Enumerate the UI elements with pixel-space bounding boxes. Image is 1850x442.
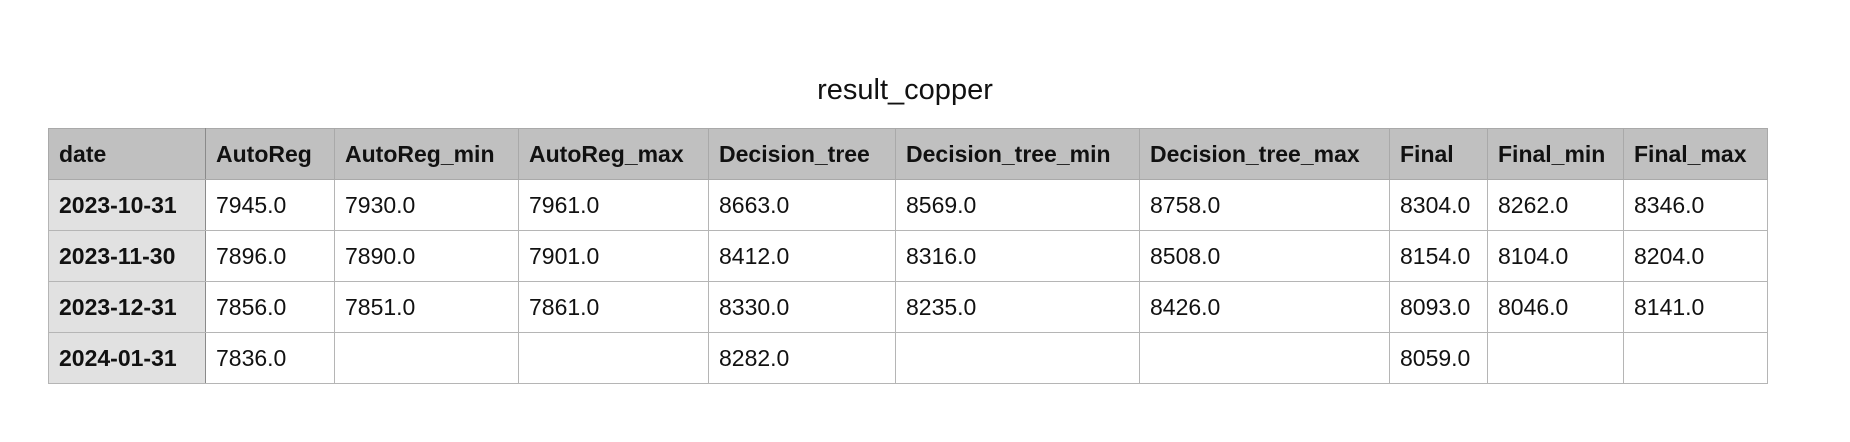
row-date: 2023-12-31 — [48, 281, 206, 333]
table-cell: 8316.0 — [895, 230, 1140, 282]
table-cell: 8141.0 — [1623, 281, 1768, 333]
table-cell: 8059.0 — [1389, 332, 1488, 384]
table-cell: 7851.0 — [334, 281, 519, 333]
column-header-autoreg: AutoReg — [205, 128, 335, 180]
table-cell: 8663.0 — [708, 179, 896, 231]
table-cell: 8262.0 — [1487, 179, 1624, 231]
column-header-decision-tree-max: Decision_tree_max — [1139, 128, 1390, 180]
row-date: 2024-01-31 — [48, 332, 206, 384]
table-cell: 7861.0 — [518, 281, 709, 333]
table-cell: 8304.0 — [1389, 179, 1488, 231]
row-date: 2023-11-30 — [48, 230, 206, 282]
column-header-decision-tree: Decision_tree — [708, 128, 896, 180]
table-cell — [895, 332, 1140, 384]
table-row: 2023-12-31 7856.0 7851.0 7861.0 8330.0 8… — [48, 281, 1768, 333]
table-cell: 8569.0 — [895, 179, 1140, 231]
table-cell — [518, 332, 709, 384]
column-header-autoreg-max: AutoReg_max — [518, 128, 709, 180]
table-cell: 8346.0 — [1623, 179, 1768, 231]
table-cell: 7856.0 — [205, 281, 335, 333]
header-row: date AutoReg AutoReg_min AutoReg_max Dec… — [48, 128, 1768, 180]
column-header-date: date — [48, 128, 206, 180]
table-cell — [334, 332, 519, 384]
table-cell: 8204.0 — [1623, 230, 1768, 282]
table-row: 2023-11-30 7896.0 7890.0 7901.0 8412.0 8… — [48, 230, 1768, 282]
table-cell: 7896.0 — [205, 230, 335, 282]
table-cell: 8046.0 — [1487, 281, 1624, 333]
table-cell: 8758.0 — [1139, 179, 1390, 231]
column-header-decision-tree-min: Decision_tree_min — [895, 128, 1140, 180]
table-cell: 8154.0 — [1389, 230, 1488, 282]
table-cell — [1139, 332, 1390, 384]
table-cell — [1487, 332, 1624, 384]
table-cell: 8104.0 — [1487, 230, 1624, 282]
table-cell: 8235.0 — [895, 281, 1140, 333]
table-cell — [1623, 332, 1768, 384]
table-row: 2023-10-31 7945.0 7930.0 7961.0 8663.0 8… — [48, 179, 1768, 231]
column-header-autoreg-min: AutoReg_min — [334, 128, 519, 180]
table-title: result_copper — [817, 74, 993, 106]
result-table: date AutoReg AutoReg_min AutoReg_max Dec… — [48, 128, 1768, 384]
table-cell: 8508.0 — [1139, 230, 1390, 282]
row-date: 2023-10-31 — [48, 179, 206, 231]
table-cell: 8426.0 — [1139, 281, 1390, 333]
table-cell: 7890.0 — [334, 230, 519, 282]
table-cell: 8412.0 — [708, 230, 896, 282]
column-header-final-max: Final_max — [1623, 128, 1768, 180]
table-cell: 7961.0 — [518, 179, 709, 231]
table-cell: 8093.0 — [1389, 281, 1488, 333]
table-cell: 7945.0 — [205, 179, 335, 231]
table-cell: 7901.0 — [518, 230, 709, 282]
table-cell: 8330.0 — [708, 281, 896, 333]
column-header-final-min: Final_min — [1487, 128, 1624, 180]
table-cell: 7836.0 — [205, 332, 335, 384]
table-row: 2024-01-31 7836.0 8282.0 8059.0 — [48, 332, 1768, 384]
table-cell: 7930.0 — [334, 179, 519, 231]
column-header-final: Final — [1389, 128, 1488, 180]
table-cell: 8282.0 — [708, 332, 896, 384]
